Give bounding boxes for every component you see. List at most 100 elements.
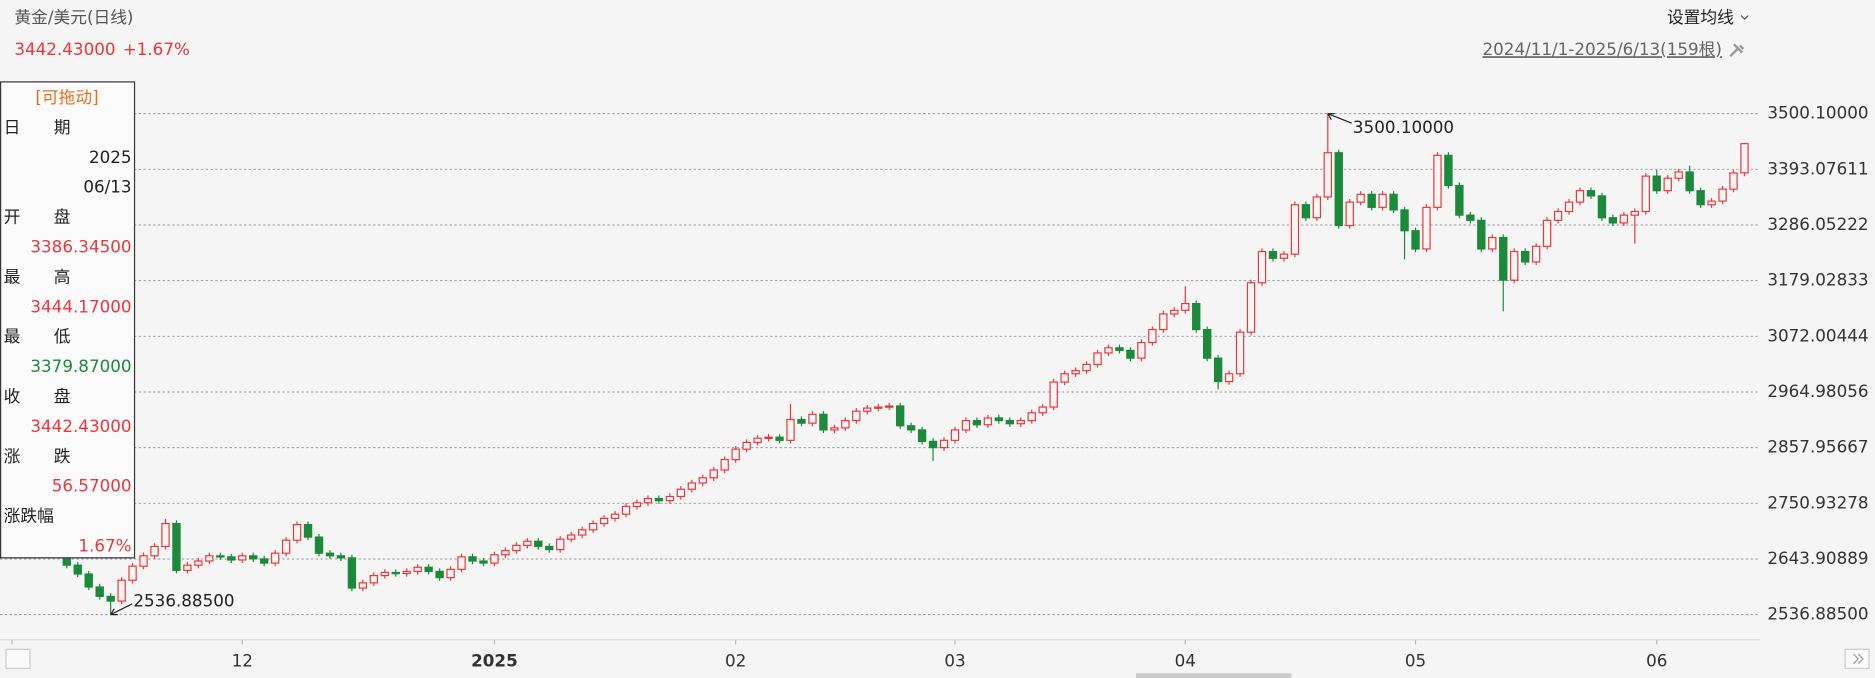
- x-tick-label: 04: [1175, 650, 1196, 670]
- body: [1685, 171, 1694, 192]
- body: [786, 418, 795, 441]
- body: [1312, 196, 1322, 219]
- body: [1400, 209, 1409, 232]
- body: [599, 517, 609, 525]
- body: [402, 570, 411, 575]
- body: [1192, 302, 1201, 331]
- panel-value: 3379.87000: [30, 356, 131, 376]
- body: [435, 570, 444, 579]
- body: [380, 571, 389, 577]
- body: [205, 555, 214, 562]
- body: [567, 534, 576, 540]
- panel-value: 56.57000: [52, 476, 132, 496]
- body: [238, 555, 247, 561]
- y-tick-label: 2964.98056: [1767, 381, 1868, 401]
- body: [874, 406, 883, 409]
- min-arrow: [110, 603, 133, 616]
- scroll-right-icon[interactable]: [1853, 653, 1864, 665]
- body: [588, 522, 598, 531]
- panel-label: 涨跌幅: [4, 506, 54, 526]
- body: [742, 441, 751, 450]
- body: [1520, 250, 1530, 263]
- body: [259, 558, 269, 564]
- body: [906, 425, 916, 431]
- body: [545, 545, 554, 551]
- body: [358, 582, 368, 589]
- body: [917, 429, 927, 442]
- body: [939, 439, 949, 449]
- body: [1542, 219, 1552, 247]
- scroll-left[interactable]: [5, 648, 31, 670]
- body: [1224, 373, 1234, 383]
- body: [1137, 341, 1146, 359]
- scroll-right[interactable]: [1844, 648, 1870, 670]
- body: [1575, 190, 1585, 203]
- body: [1488, 236, 1497, 250]
- body: [314, 536, 324, 554]
- body: [1104, 347, 1113, 354]
- body: [468, 556, 477, 562]
- y-tick-label: 3393.07611: [1767, 158, 1868, 178]
- body: [621, 505, 631, 515]
- body: [1279, 253, 1289, 259]
- y-tick-label: 3072.00444: [1767, 325, 1868, 345]
- body: [665, 495, 675, 502]
- body: [1126, 349, 1135, 359]
- body: [139, 555, 148, 567]
- change: +1.67%: [123, 39, 190, 59]
- body: [950, 429, 960, 441]
- body: [172, 522, 181, 571]
- x-tick-label: 12: [232, 650, 253, 670]
- body: [577, 529, 587, 536]
- y-tick-label: 2643.90889: [1767, 548, 1868, 568]
- body: [391, 571, 400, 575]
- body: [292, 523, 302, 541]
- panel-label: 涨 跌: [4, 446, 71, 466]
- body: [1345, 201, 1354, 227]
- body: [928, 440, 938, 449]
- x-tick-label: 05: [1405, 650, 1426, 670]
- body: [961, 419, 971, 431]
- panel-label: 日 期: [4, 117, 71, 137]
- y-tick-label: 3286.05222: [1767, 214, 1868, 234]
- body: [994, 417, 1004, 422]
- body: [1641, 175, 1650, 213]
- body: [1630, 210, 1640, 216]
- body: [863, 407, 872, 412]
- max-label: 3500.10000: [1353, 117, 1454, 137]
- body: [1718, 188, 1727, 202]
- body: [1608, 217, 1618, 224]
- pin-icon[interactable]: [1729, 43, 1745, 58]
- body: [446, 568, 455, 579]
- body: [1597, 195, 1607, 219]
- scrollbar[interactable]: [1135, 673, 1292, 678]
- body: [523, 540, 532, 546]
- info-panel[interactable]: [可拖动] 日 期 2025 06/13 开 盘 3386.34500 最 高 3444.17…: [0, 81, 136, 559]
- body: [1356, 193, 1365, 203]
- body: [1334, 152, 1343, 227]
- body: [830, 427, 839, 431]
- range-label[interactable]: 2024/11/1-2025/6/13(159根): [1483, 39, 1722, 59]
- body: [1301, 204, 1311, 219]
- body: [1510, 250, 1519, 281]
- panel-value: 06/13: [83, 177, 131, 197]
- settings-button[interactable]: 设置均线: [1667, 7, 1734, 27]
- y-tick-label: 2750.93278: [1767, 492, 1868, 512]
- dropdown-icon[interactable]: [1740, 15, 1749, 20]
- body: [281, 539, 291, 554]
- body: [325, 552, 335, 557]
- body: [1729, 172, 1738, 190]
- body: [764, 436, 773, 440]
- body: [1422, 206, 1431, 250]
- body: [720, 458, 729, 471]
- body: [753, 437, 762, 444]
- body: [1159, 313, 1168, 331]
- x-tick-label: 2025: [471, 650, 518, 670]
- body: [1663, 177, 1672, 192]
- body: [150, 545, 159, 557]
- body: [775, 436, 784, 441]
- body: [1674, 171, 1683, 179]
- x-tick-label: 02: [725, 650, 746, 670]
- body: [106, 595, 115, 602]
